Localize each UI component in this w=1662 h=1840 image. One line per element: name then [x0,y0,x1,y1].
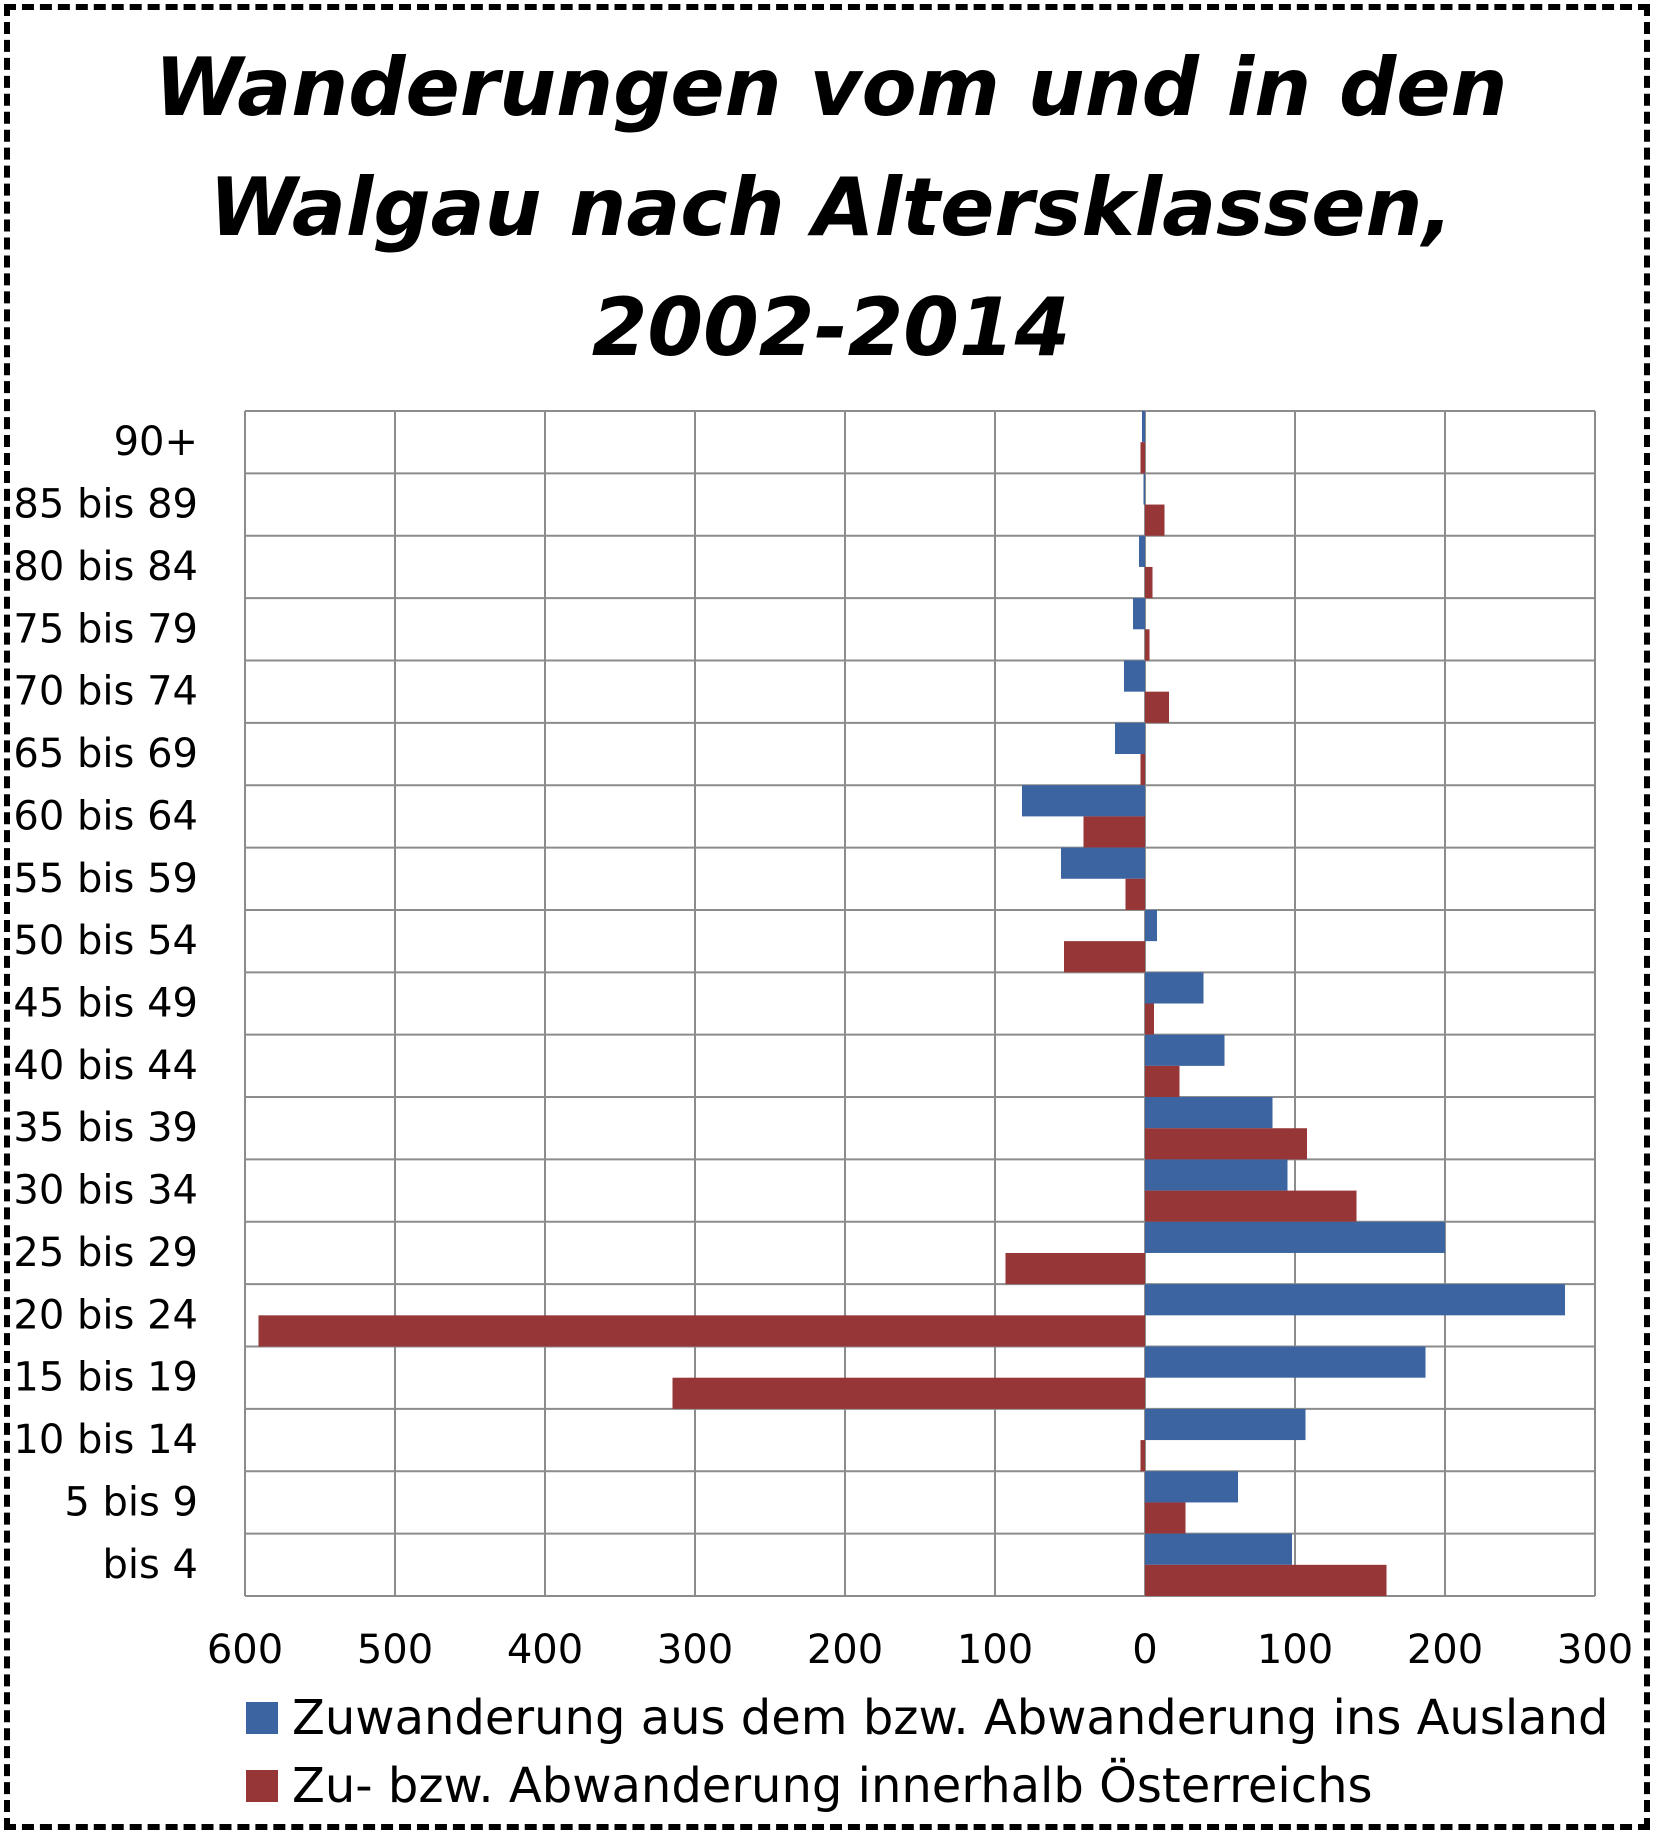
category-label: 65 bis 69 [13,731,198,777]
chart-title: Wanderungen vom und in den Walgau nach A… [0,28,1662,388]
bar-series-1 [1145,1097,1273,1129]
category-label: 15 bis 19 [13,1355,198,1401]
category-label: 70 bis 74 [13,669,198,715]
bar-series-2 [672,1377,1145,1409]
x-tick-label: 600 [207,1627,283,1673]
bars [258,411,1565,1596]
bar-series-2 [258,1315,1145,1347]
legend-label-series-1: Zuwanderung aus dem bzw. Abwanderung ins… [292,1690,1608,1746]
bar-series-1 [1142,411,1145,443]
dashed-frame [4,4,1650,1830]
bar-series-2 [1145,504,1165,536]
grid [244,410,1596,1597]
bar-series-1 [1145,972,1204,1004]
bar-series-1 [1145,1346,1426,1378]
x-tick-label: 400 [507,1627,583,1673]
category-label: 50 bis 54 [13,918,198,964]
bar-series-1 [1061,847,1145,879]
category-label: 35 bis 39 [13,1105,198,1151]
title-line-3: 2002-2014 [591,281,1071,374]
category-label: 60 bis 64 [13,793,198,839]
legend-label-series-2: Zu- bzw. Abwanderung innerhalb Österreic… [292,1758,1373,1814]
bar-series-1 [1139,535,1145,567]
category-label: 75 bis 79 [13,606,198,652]
category-label: 85 bis 89 [13,482,198,528]
bar-series-2 [1145,1502,1186,1534]
bar-series-1 [1145,1471,1238,1503]
category-label: 45 bis 49 [13,981,198,1027]
category-label: bis 4 [102,1542,198,1588]
bar-series-2 [1005,1252,1145,1285]
bar-series-1 [1133,598,1145,630]
category-label: 5 bis 9 [64,1479,198,1525]
bar-series-2 [1145,1564,1387,1596]
title-line-2: Walgau nach Altersklassen, [209,161,1453,254]
category-label: 20 bis 24 [13,1292,198,1338]
title-line-1: Wanderungen vom und in den [154,41,1508,134]
bar-series-2 [1140,754,1145,786]
bar-series-2 [1145,629,1150,661]
bar-series-1 [1145,1533,1292,1565]
bar-series-2 [1145,566,1153,599]
x-tick-label: 200 [807,1627,883,1673]
bar-series-1 [1145,1284,1565,1316]
category-label: 30 bis 34 [13,1168,198,1214]
legend-swatch-series-1 [246,1702,278,1734]
category-label: 55 bis 59 [13,856,198,902]
bar-series-1 [1145,1034,1225,1066]
bar-series-1 [1145,1408,1306,1441]
bar-series-2 [1145,691,1169,723]
legend-swatch-series-2 [246,1770,278,1802]
category-label: 90+ [114,419,198,465]
bar-series-2 [1145,1190,1357,1222]
bar-series-2 [1083,816,1145,848]
bar-series-1 [1145,1221,1445,1253]
x-tick-label: 100 [1257,1627,1333,1673]
bar-series-1 [1124,660,1145,692]
category-label: 10 bis 14 [13,1417,198,1463]
x-tick-label: 300 [1557,1627,1633,1673]
x-tick-label: 0 [1132,1627,1157,1673]
bar-series-1 [1145,909,1157,942]
x-tick-label: 200 [1407,1627,1483,1673]
category-label: 25 bis 29 [13,1230,198,1276]
bar-series-1 [1022,785,1145,817]
bar-series-2 [1140,442,1145,474]
bar-series-1 [1145,1159,1288,1191]
bar-series-2 [1064,941,1145,973]
bar-series-2 [1145,1065,1180,1098]
legend: Zuwanderung aus dem bzw. Abwanderung ins… [246,1690,1608,1814]
bar-series-2 [1145,1128,1307,1160]
x-tick-label: 500 [357,1627,433,1673]
bar-series-2 [1125,878,1145,910]
bar-series-1 [1115,722,1145,755]
bar-series-1 [1143,473,1145,505]
category-label: 40 bis 44 [13,1043,198,1089]
axes: 90+ 85 bis 89 80 bis 84 75 bis 79 70 bis 74 6… [13,419,1633,1673]
category-label: 80 bis 84 [13,544,198,590]
x-tick-label: 100 [957,1627,1033,1673]
x-tick-label: 300 [657,1627,733,1673]
bar-series-2 [1145,1003,1154,1035]
bar-series-2 [1140,1440,1145,1472]
